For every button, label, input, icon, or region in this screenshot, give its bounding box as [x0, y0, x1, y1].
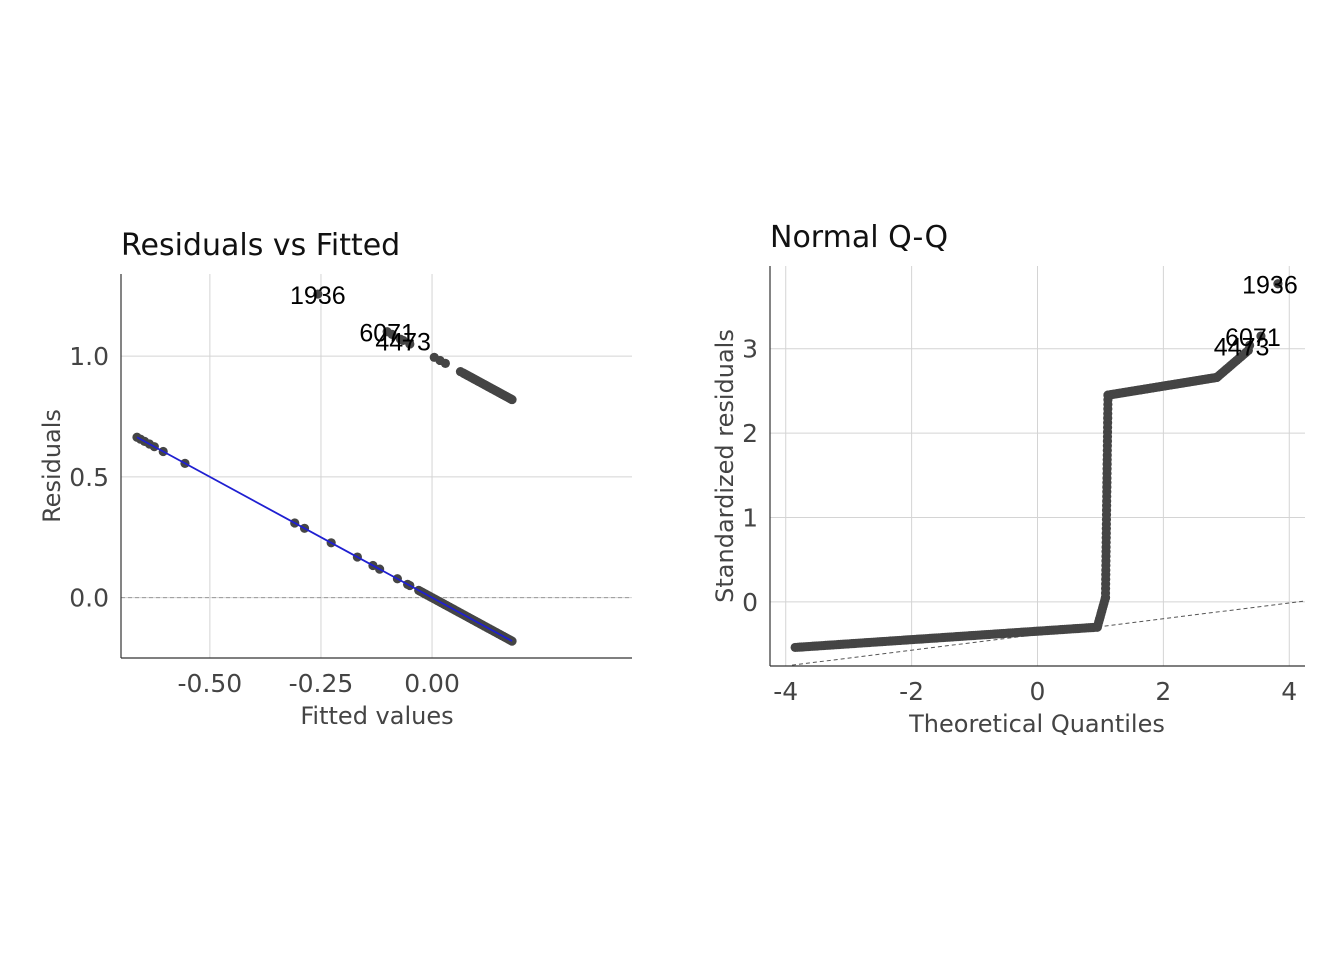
data-point [398, 335, 408, 346]
data-point [507, 394, 517, 405]
y-tick-label: 3 [742, 335, 758, 364]
smooth-line [136, 436, 513, 642]
y-tick-label: 2 [742, 419, 758, 448]
y-axis-label: Residuals [38, 409, 66, 523]
x-tick-label: -0.25 [289, 669, 354, 698]
x-axis-label: Theoretical Quantiles [908, 710, 1165, 738]
data-point [1273, 279, 1283, 289]
x-tick-label: 4 [1281, 677, 1297, 706]
outlier-label: 4473 [375, 328, 431, 356]
points [132, 289, 517, 646]
qq-reference-line [791, 600, 1306, 666]
x-tick-label: -4 [773, 677, 798, 706]
x-tick-label: 0 [1030, 677, 1046, 706]
outlier-label: 4473 [1214, 333, 1270, 361]
y-tick-label: 1.0 [69, 342, 109, 371]
x-tick-label: 0.00 [404, 669, 460, 698]
y-tick-label: 0.5 [69, 463, 109, 492]
tick-labels: -4 -2 0 2 4 0 1 2 3 [742, 335, 1297, 706]
data-point [455, 366, 466, 377]
tick-labels: -0.50 -0.25 0.00 0.0 0.5 1.0 [69, 342, 460, 698]
data-point [1245, 340, 1255, 350]
outlier-label: 1936 [1242, 272, 1298, 300]
outlier-label: 6071 [1225, 324, 1281, 352]
y-tick-label: 0.0 [69, 584, 109, 613]
chart-title: Normal Q-Q [770, 220, 948, 255]
data-point [1256, 331, 1266, 341]
data-point [313, 289, 323, 299]
outlier-label: 1936 [290, 282, 346, 310]
x-tick-label: 2 [1155, 677, 1171, 706]
grid [770, 266, 1305, 666]
y-tick-label: 1 [742, 503, 758, 532]
chart-title: Residuals vs Fitted [121, 228, 400, 263]
points [790, 279, 1283, 653]
y-tick-label: 0 [742, 588, 758, 617]
x-tick-label: -0.50 [178, 669, 243, 698]
x-axis-label: Fitted values [300, 702, 453, 730]
data-point [382, 327, 392, 337]
y-axis-label: Standardized residuals [711, 329, 739, 603]
x-tick-label: -2 [899, 677, 924, 706]
reference-lines [791, 600, 1306, 666]
outlier-label: 6071 [359, 320, 415, 348]
data-point [440, 358, 450, 368]
